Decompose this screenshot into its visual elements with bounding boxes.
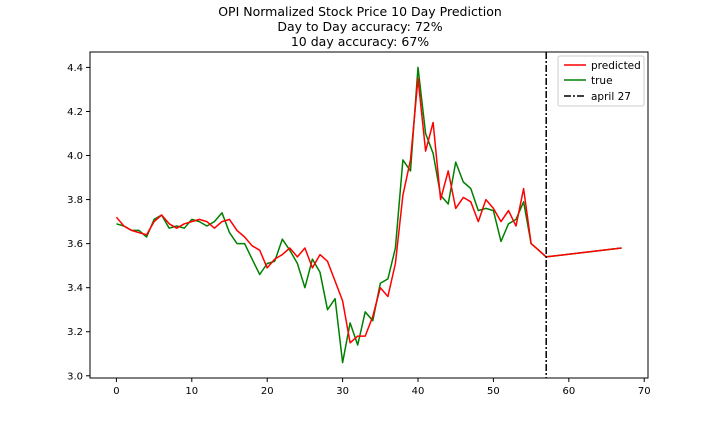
y-tick-label: 4.0: [67, 151, 83, 162]
x-axis: 0 10 20 30 40 50 60 70: [113, 378, 651, 397]
legend-box: [557, 55, 645, 107]
x-tick-label: 50: [487, 386, 500, 397]
series-lines: [115, 66, 622, 364]
y-tick-label: 3.0: [67, 371, 83, 382]
y-tick-label: 4.4: [67, 63, 83, 74]
chart-subtitle-day-accuracy: Day to Day accuracy: 72%: [277, 19, 443, 34]
plot-area-frame: [89, 51, 649, 379]
y-tick-label: 3.8: [67, 195, 83, 206]
y-tick-label: 4.2: [67, 107, 83, 118]
x-tick-label: 20: [261, 386, 274, 397]
legend-vline-label: april 27: [591, 91, 631, 103]
chart-title: OPI Normalized Stock Price 10 Day Predic…: [218, 4, 502, 19]
x-tick-label: 70: [638, 386, 651, 397]
x-tick-label: 40: [412, 386, 425, 397]
legend-true-label: true: [591, 75, 613, 87]
y-axis: 3.0 3.2 3.4 3.6 3.8 4.0 4.2 4.4: [67, 63, 90, 382]
x-tick-label: 10: [185, 386, 198, 397]
y-tick-label: 3.6: [67, 239, 83, 250]
y-tick-label: 3.2: [67, 327, 83, 338]
x-tick-label: 30: [336, 386, 349, 397]
y-tick-label: 3.4: [67, 283, 83, 294]
series-line-predicted: [115, 77, 622, 344]
x-tick-label: 0: [113, 386, 119, 397]
x-tick-label: 60: [562, 386, 575, 397]
legend-predicted-label: predicted: [591, 60, 641, 72]
chart-subtitle-10day-accuracy: 10 day accuracy: 67%: [290, 34, 430, 49]
legend: predicted true april 27: [557, 55, 645, 107]
